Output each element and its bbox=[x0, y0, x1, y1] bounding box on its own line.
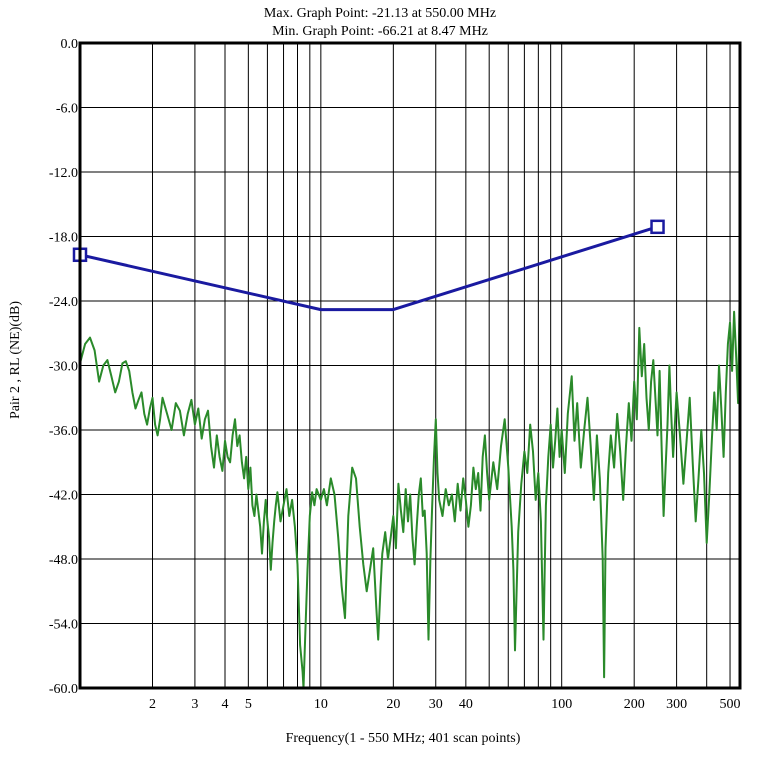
x-tick-label: 5 bbox=[245, 697, 252, 712]
limit-line bbox=[79, 225, 658, 312]
x-tick-label: 40 bbox=[459, 697, 473, 712]
y-tick-label: -12.0 bbox=[49, 166, 78, 181]
y-tick-label: -54.0 bbox=[49, 618, 78, 633]
plot-frame bbox=[78, 41, 742, 690]
chart-title-max: Max. Graph Point: -21.13 at 550.00 MHz bbox=[264, 6, 496, 21]
x-tick-label: 30 bbox=[429, 697, 443, 712]
series-layer bbox=[72, 219, 741, 689]
x-tick-label: 100 bbox=[551, 697, 572, 712]
y-tick-label: -6.0 bbox=[56, 102, 78, 117]
x-tick-label: 4 bbox=[222, 697, 229, 712]
x-tick-label: 20 bbox=[386, 697, 400, 712]
x-tick-label: 10 bbox=[314, 697, 328, 712]
y-axis-label: Pair 2 , RL (NE)(dB) bbox=[8, 301, 23, 419]
y-tick-label: -60.0 bbox=[49, 682, 78, 697]
x-tick-labels: 2 3 4 5 10 20 30 40 100 200 300 500 bbox=[149, 697, 741, 712]
x-tick-label: 500 bbox=[720, 697, 741, 712]
x-tick-label: 3 bbox=[191, 697, 198, 712]
x-tick-label: 2 bbox=[149, 697, 156, 712]
y-tick-label: -24.0 bbox=[49, 295, 78, 310]
chart-title-min: Min. Graph Point: -66.21 at 8.47 MHz bbox=[272, 24, 488, 39]
y-tick-label: 0.0 bbox=[61, 37, 79, 52]
limit-marker bbox=[650, 219, 665, 235]
x-tick-label: 300 bbox=[666, 697, 687, 712]
y-tick-label: -48.0 bbox=[49, 553, 78, 568]
y-tick-label: -42.0 bbox=[49, 489, 78, 504]
x-tick-label: 200 bbox=[624, 697, 645, 712]
measured-line bbox=[79, 269, 741, 689]
y-tick-label: -30.0 bbox=[49, 360, 78, 375]
x-axis-label: Frequency(1 - 550 MHz; 401 scan points) bbox=[286, 731, 521, 746]
y-tick-label: -18.0 bbox=[49, 231, 78, 246]
y-tick-labels: 0.0 -6.0 -12.0 -18.0 -24.0 -30.0 -36.0 -42.0 -48… bbox=[49, 37, 78, 697]
y-tick-label: -36.0 bbox=[49, 424, 78, 439]
grid-layer bbox=[80, 42, 740, 689]
